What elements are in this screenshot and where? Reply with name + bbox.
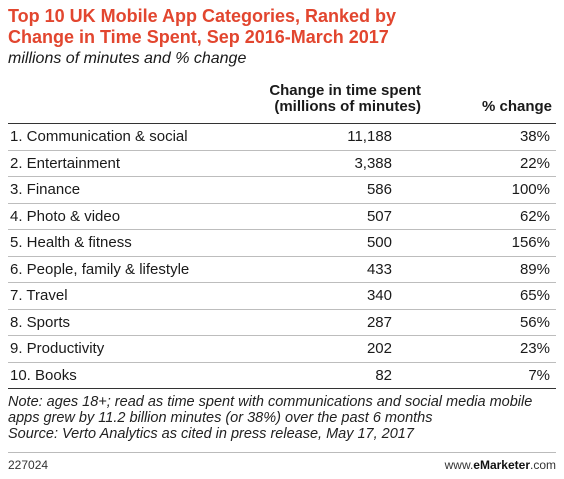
table-row: 7. Travel 340 65%: [8, 282, 556, 309]
header-change-line1: Change in time spent: [269, 82, 421, 99]
footer: 227024 www.eMarketer.com: [8, 452, 556, 477]
row-category: 4. Photo & video: [8, 202, 258, 230]
source-text: Source: Verto Analytics as cited in pres…: [8, 426, 414, 442]
row-pct: 89%: [433, 255, 556, 283]
row-pct: 7%: [433, 361, 556, 389]
table-row: 2. Entertainment 3,388 22%: [8, 149, 556, 177]
row-value: 586: [258, 176, 433, 203]
chart-title: Top 10 UK Mobile App Categories, Ranked …: [8, 6, 397, 47]
row-value: 507: [258, 202, 433, 230]
table-row: 10. Books 82 7%: [8, 361, 556, 389]
table-body: 1. Communication & social 11,188 38% 2. Ent…: [8, 123, 556, 389]
header-change-line2: (millions of minutes): [274, 98, 421, 115]
row-pct: 62%: [433, 202, 556, 230]
table-row: 9. Productivity 202 23%: [8, 335, 556, 362]
chart-subtitle: millions of minutes and % change: [8, 50, 247, 67]
row-pct: 156%: [433, 229, 556, 256]
row-value: 11,188: [258, 123, 433, 150]
note-text: Note: ages 18+; read as time spent with …: [8, 394, 533, 426]
table-row: 6. People, family & lifestyle 433 89%: [8, 255, 556, 283]
header-change: Change in time spent (millions of minute…: [258, 75, 433, 124]
row-value: 433: [258, 255, 433, 283]
table-header-row: Change in time spent (millions of minute…: [8, 75, 556, 124]
note-block: Note: ages 18+; read as time spent with …: [8, 394, 556, 442]
row-category: 6. People, family & lifestyle: [8, 255, 258, 283]
row-category: 9. Productivity: [8, 335, 258, 362]
table-row: 5. Health & fitness 500 156%: [8, 229, 556, 256]
row-category: 2. Entertainment: [8, 149, 258, 177]
table-row: 3. Finance 586 100%: [8, 176, 556, 203]
row-pct: 65%: [433, 282, 556, 309]
row-pct: 100%: [433, 176, 556, 203]
header-category: [8, 75, 258, 124]
row-value: 340: [258, 282, 433, 309]
table-row: 1. Communication & social 11,188 38%: [8, 123, 556, 150]
brand-logo: www.eMarketer.com: [445, 458, 556, 472]
row-category: 8. Sports: [8, 308, 258, 336]
row-pct: 23%: [433, 335, 556, 362]
row-category: 10. Books: [8, 361, 258, 389]
row-category: 5. Health & fitness: [8, 229, 258, 256]
chart-id: 227024: [8, 458, 49, 472]
table-row: 8. Sports 287 56%: [8, 308, 556, 336]
row-value: 500: [258, 229, 433, 256]
table-row: 4. Photo & video 507 62%: [8, 202, 556, 230]
brand-prefix: www.: [444, 458, 474, 472]
brand-suffix: .com: [529, 458, 556, 472]
row-value: 3,388: [258, 149, 433, 177]
brand-name: eMarketer: [473, 458, 530, 472]
row-pct: 38%: [433, 123, 556, 150]
row-pct: 22%: [433, 149, 556, 177]
data-table: Change in time spent (millions of minute…: [8, 75, 556, 389]
row-category: 3. Finance: [8, 176, 258, 203]
row-pct: 56%: [433, 308, 556, 336]
row-value: 82: [258, 361, 433, 389]
row-value: 202: [258, 335, 433, 362]
header-pct: % change: [481, 98, 552, 115]
row-category: 7. Travel: [8, 282, 258, 309]
row-category: 1. Communication & social: [8, 123, 258, 150]
row-value: 287: [258, 308, 433, 336]
